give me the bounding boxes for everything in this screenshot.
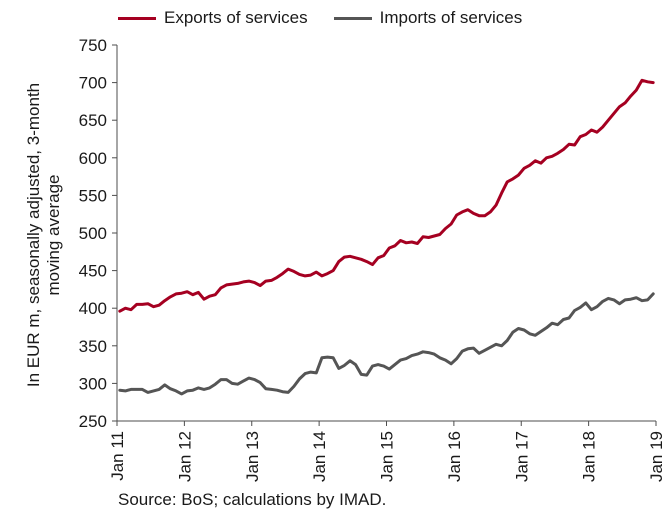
y-axis-title: In EUR m, seasonally adjusted, 3-month m…	[4, 60, 84, 410]
y-tick-label: 550	[79, 186, 107, 205]
legend-swatch-exports	[118, 16, 156, 20]
y-tick-label: 700	[79, 74, 107, 93]
legend-label-exports: Exports of services	[164, 8, 308, 27]
x-tick-label: Jan 11	[108, 431, 127, 481]
x-tick-label: Jan 16	[445, 431, 464, 482]
y-tick-label: 750	[79, 36, 107, 55]
x-tick-label: Jan 18	[580, 431, 599, 482]
y-tick-label: 450	[79, 262, 107, 281]
series-line-imports	[118, 292, 655, 396]
y-tick-label: 350	[79, 337, 107, 356]
legend: Exports of services Imports of services	[118, 8, 522, 28]
legend-item-exports: Exports of services	[118, 8, 308, 28]
source-note: Source: BoS; calculations by IMAD.	[118, 490, 387, 509]
y-tick-label: 650	[79, 111, 107, 130]
x-tick-label: Jan 15	[378, 431, 397, 482]
y-tick-label: 600	[79, 149, 107, 168]
legend-item-imports: Imports of services	[333, 8, 523, 28]
y-tick-label: 300	[79, 374, 107, 393]
legend-swatch-imports	[333, 16, 372, 20]
x-tick-label: Jan 14	[310, 431, 329, 482]
y-tick-label: 250	[79, 412, 107, 431]
series-line-exports	[118, 78, 655, 313]
y-axis-title-text: In EUR m, seasonally adjusted, 3-month m…	[24, 82, 63, 388]
legend-label-imports: Imports of services	[379, 8, 523, 27]
x-tick-label: Jan 19	[647, 431, 666, 482]
y-tick-label: 500	[79, 224, 107, 243]
y-tick-label: 400	[79, 299, 107, 318]
x-tick-label: Jan 13	[243, 431, 262, 482]
x-tick-label: Jan 17	[512, 431, 531, 482]
x-tick-label: Jan 12	[175, 431, 194, 482]
